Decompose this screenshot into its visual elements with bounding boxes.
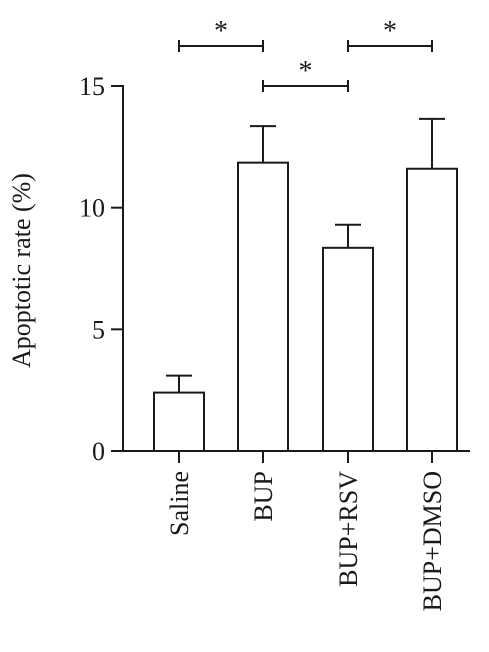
y-tick-label: 15 xyxy=(79,72,105,101)
x-category-label: BUP xyxy=(249,471,278,522)
x-category-label: BUP+DMSO xyxy=(418,471,447,611)
y-tick-label: 10 xyxy=(79,194,105,223)
significance-star: * xyxy=(214,16,228,47)
y-tick-label: 5 xyxy=(92,315,105,344)
significance-star: * xyxy=(299,56,313,87)
y-tick-label: 0 xyxy=(92,437,105,466)
x-category-label: Saline xyxy=(165,471,194,536)
bar-3 xyxy=(406,167,458,452)
x-category-label: BUP+RSV xyxy=(334,471,363,587)
y-axis-label: Apoptotic rate (%) xyxy=(7,173,36,368)
bar-2 xyxy=(322,246,374,452)
significance-star: * xyxy=(383,16,397,47)
bar-0 xyxy=(153,391,205,453)
bar-1 xyxy=(237,161,289,452)
